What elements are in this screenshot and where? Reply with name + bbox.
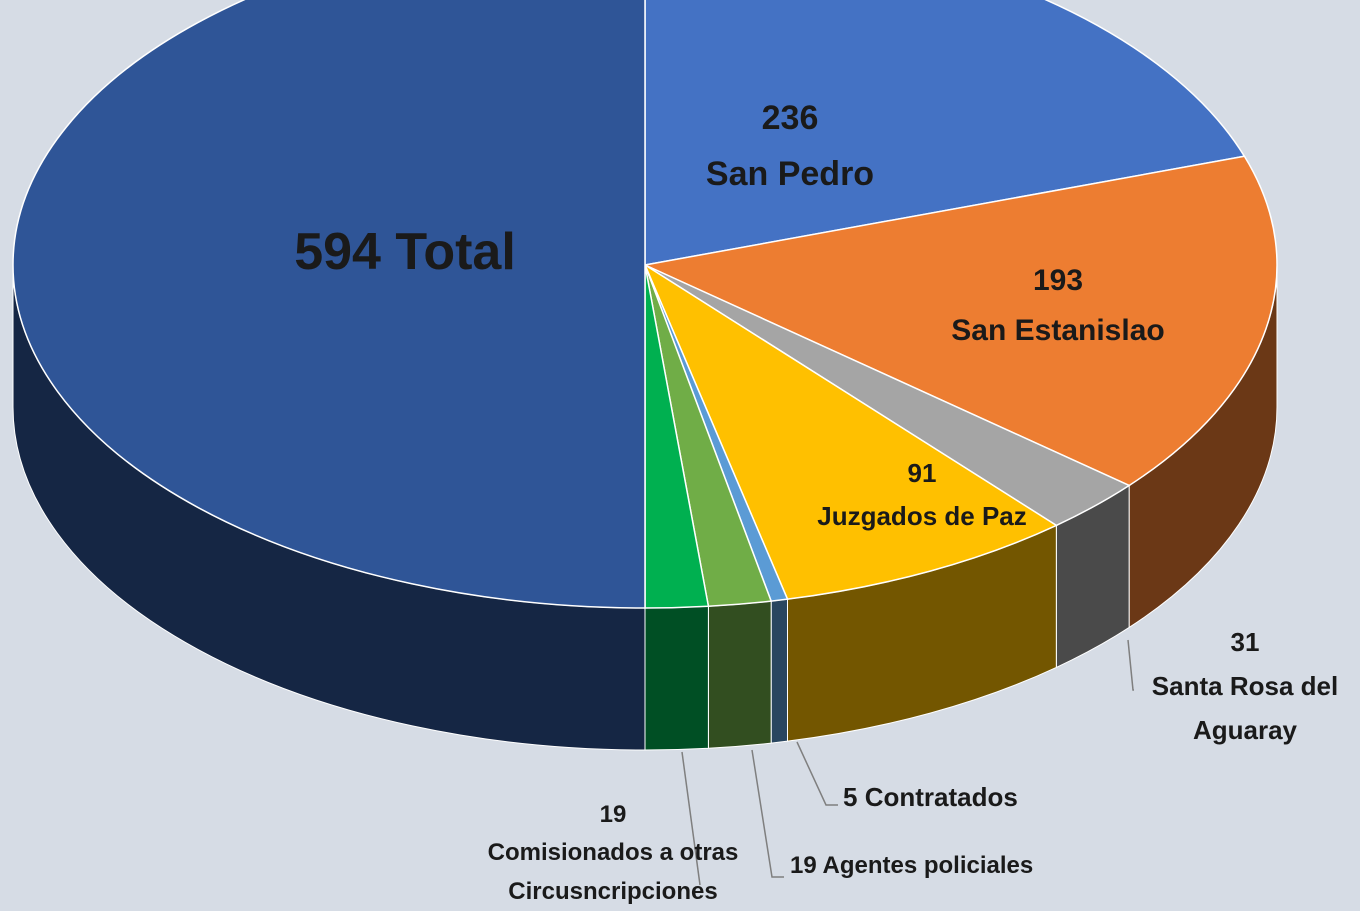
leader-line — [796, 741, 838, 806]
leader-line — [1127, 639, 1134, 691]
data-label: 236 San Pedro — [705, 99, 875, 194]
data-label: 594 Total — [294, 223, 516, 281]
pie-slice — [643, 263, 1058, 600]
pie-slice — [642, 155, 1278, 487]
pie-slice-side — [707, 600, 772, 749]
pie-slice-side — [770, 598, 788, 744]
pie-sides — [12, 264, 1278, 751]
leader-line — [681, 751, 701, 886]
pie-slice-side — [644, 605, 709, 751]
data-label: 19 Comisionados a otras Circusncripciones — [487, 801, 739, 905]
leader-line — [751, 749, 784, 878]
data-label: 19 Agentes policiales — [790, 852, 1034, 879]
pie-tops — [12, 0, 1278, 609]
pie-slice — [644, 0, 1246, 266]
data-label: 31 Santa Rosa del Aguaray — [1151, 627, 1339, 746]
pie-slice — [12, 0, 646, 609]
data-label: 91 Juzgados de Paz — [817, 458, 1027, 531]
data-label: 5 Contratados — [843, 782, 1018, 812]
data-label: 193 San Estanislao — [951, 264, 1165, 347]
